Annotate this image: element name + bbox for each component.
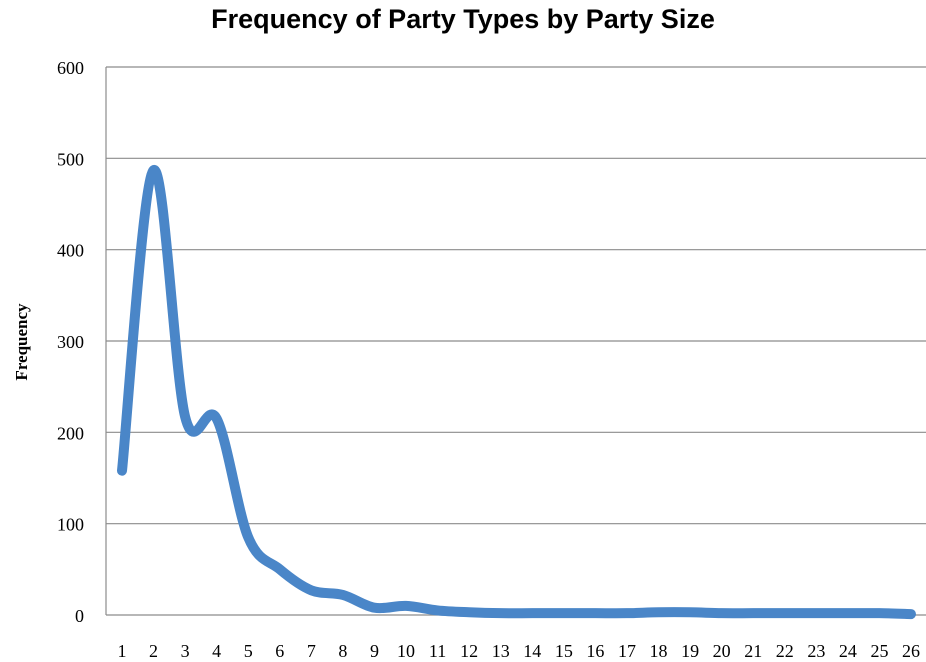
x-tick-label: 9 <box>370 641 379 661</box>
x-tick-label: 12 <box>460 641 478 661</box>
series <box>117 165 916 620</box>
x-tick-label: 8 <box>338 641 347 661</box>
x-tick-label: 15 <box>555 641 573 661</box>
x-tick-label: 7 <box>307 641 316 661</box>
x-tick-label: 23 <box>807 641 825 661</box>
x-tick-labels: 1 2 3 4 5 6 7 8 9 10 11 12 13 14 15 16 17 18 19 20 21 22 23 24 2… <box>118 641 921 661</box>
y-tick-label: 0 <box>75 606 84 626</box>
x-tick-label: 25 <box>870 641 888 661</box>
x-tick-label: 26 <box>902 641 920 661</box>
x-tick-label: 16 <box>586 641 604 661</box>
y-tick-label: 200 <box>57 423 84 443</box>
y-tick-label: 500 <box>57 149 84 169</box>
x-tick-label: 10 <box>397 641 415 661</box>
x-tick-label: 14 <box>523 641 541 661</box>
y-tick-label: 400 <box>57 241 84 261</box>
x-tick-label: 17 <box>618 641 636 661</box>
x-tick-label: 5 <box>244 641 253 661</box>
series-line <box>117 165 916 620</box>
x-tick-label: 21 <box>744 641 762 661</box>
x-tick-label: 19 <box>681 641 699 661</box>
x-tick-label: 3 <box>181 641 190 661</box>
y-axis-label: Frequency <box>12 303 31 381</box>
x-tick-label: 18 <box>650 641 668 661</box>
x-tick-label: 1 <box>118 641 127 661</box>
x-tick-label: 11 <box>429 641 446 661</box>
x-tick-label: 13 <box>492 641 510 661</box>
y-tick-label: 600 <box>57 58 84 78</box>
x-tick-label: 4 <box>212 641 221 661</box>
x-tick-label: 6 <box>275 641 284 661</box>
x-tick-label: 24 <box>839 641 857 661</box>
y-tick-label: 100 <box>57 515 84 535</box>
x-tick-label: 2 <box>149 641 158 661</box>
x-tick-label: 22 <box>776 641 794 661</box>
x-tick-label: 20 <box>713 641 731 661</box>
y-tick-labels: 0 100 200 300 400 500 600 <box>57 58 84 626</box>
y-tick-label: 300 <box>57 332 84 352</box>
chart-title: Frequency of Party Types by Party Size <box>211 4 715 34</box>
